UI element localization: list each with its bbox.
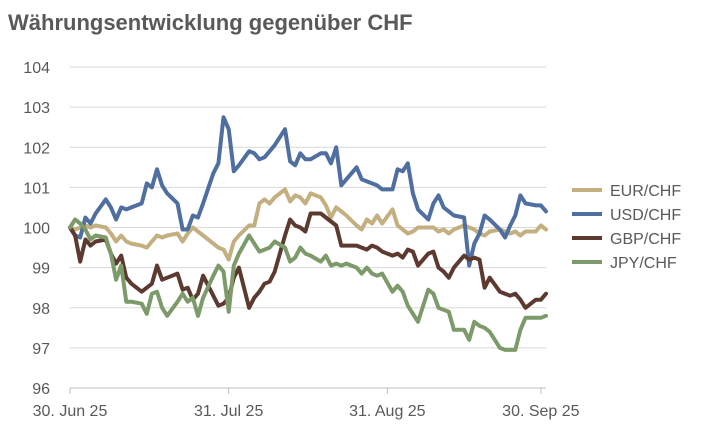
legend-label: EUR/CHF — [610, 183, 681, 200]
x-tick-label: 31. Jul 25 — [194, 403, 263, 420]
series-lines — [68, 115, 548, 352]
y-tick-label: 103 — [23, 100, 50, 117]
series-line-jpy-chf — [68, 217, 548, 352]
chart-title: Währungsentwicklung gegenüber CHF — [8, 10, 413, 35]
y-tick-label: 96 — [32, 381, 50, 398]
legend-label: GBP/CHF — [610, 231, 681, 248]
y-tick-label: 102 — [23, 140, 50, 157]
x-tick-label: 30. Jun 25 — [33, 403, 108, 420]
legend-label: USD/CHF — [610, 207, 681, 224]
y-tick-label: 97 — [32, 341, 50, 358]
y-tick-label: 98 — [32, 301, 50, 318]
y-tick-label: 101 — [23, 180, 50, 197]
y-tick-label: 99 — [32, 261, 50, 278]
legend-label: JPY/CHF — [610, 255, 677, 272]
series-line-eur-chf — [68, 187, 548, 262]
series-line-gbp-chf — [68, 211, 548, 310]
y-tick-label: 100 — [23, 221, 50, 238]
legend: EUR/CHF USD/CHF GBP/CHF JPY/CHF — [572, 183, 681, 272]
series-line-usd-chf — [68, 115, 548, 268]
x-tick-label: 31. Aug 25 — [349, 403, 426, 420]
y-tick-label: 104 — [23, 60, 50, 77]
axes: 96 97 98 99 100 101 102 103 104 30. Jun 25 31. Jul… — [23, 60, 579, 420]
x-tick-label: 30. Sep 25 — [502, 403, 580, 420]
